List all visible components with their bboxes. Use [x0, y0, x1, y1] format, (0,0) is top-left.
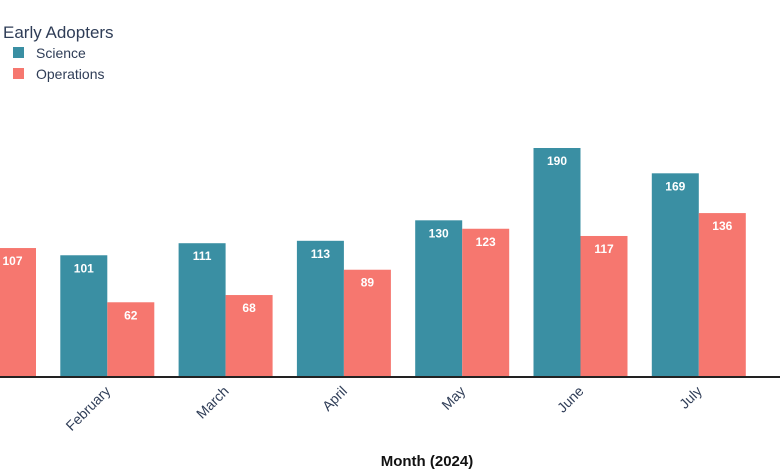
legend-swatch-0	[13, 47, 24, 58]
bar-operations-june	[580, 235, 628, 377]
bar-value-label: 68	[242, 301, 256, 315]
bar-value-label: 113	[311, 247, 331, 261]
bar-science-july	[651, 173, 699, 377]
bar-value-label: 62	[124, 308, 138, 322]
bar-value-label: 123	[476, 235, 496, 249]
x-tick-label: March	[193, 383, 232, 422]
bar-operations-february	[107, 302, 155, 377]
bar-operations-march	[225, 295, 273, 377]
bar-value-label: 89	[361, 276, 375, 290]
x-axis-title: Month (2024)	[381, 453, 474, 470]
x-tick-label: February	[62, 383, 113, 434]
bar-science-february	[60, 255, 108, 377]
bars: 126107101621116811389130123190117169136	[0, 148, 746, 377]
x-tick-label: April	[319, 383, 350, 414]
legend: Early Adopters Science Operations	[3, 23, 114, 82]
legend-title: Early Adopters	[3, 23, 114, 42]
x-tick-label: June	[554, 383, 587, 416]
bar-science-march	[178, 243, 226, 377]
bar-operations-may	[462, 228, 510, 377]
bar-value-label: 130	[429, 226, 449, 240]
x-tick-label: July	[676, 383, 705, 412]
bar-operations-april	[343, 269, 391, 377]
bar-value-label: 117	[594, 242, 614, 256]
bar-operations-july	[698, 213, 746, 377]
bar-science-june	[533, 148, 581, 377]
bar-science-april	[296, 240, 344, 377]
bar-value-label: 136	[712, 219, 732, 233]
x-tick-label: May	[438, 383, 468, 413]
legend-label-0: Science	[36, 45, 86, 61]
bar-operations-january	[0, 248, 36, 377]
bar-value-label: 190	[547, 154, 567, 168]
bar-value-label: 169	[665, 179, 685, 193]
bar-science-may	[415, 220, 463, 377]
legend-label-1: Operations	[36, 66, 104, 82]
bar-value-label: 111	[193, 249, 212, 263]
legend-swatch-1	[13, 68, 24, 79]
x-tick-labels: JanuaryFebruaryMarchAprilMayJuneJuly	[62, 383, 705, 434]
bar-value-label: 101	[74, 261, 94, 275]
bar-value-label: 107	[2, 254, 22, 268]
